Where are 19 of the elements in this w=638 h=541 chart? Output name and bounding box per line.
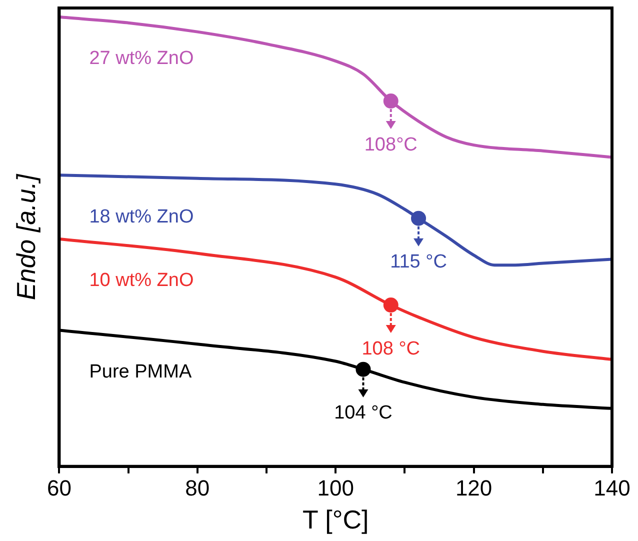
annotation: 108 °C bbox=[362, 338, 420, 360]
annotation: 115 °C bbox=[390, 252, 447, 273]
series-label: Pure PMMA bbox=[89, 361, 192, 382]
x-axis-title: T [°C] bbox=[302, 504, 369, 535]
x-tick-label: 60 bbox=[46, 476, 72, 501]
point bbox=[411, 210, 426, 226]
x-tick-label: 140 bbox=[594, 476, 630, 501]
x-tick-label: 120 bbox=[455, 476, 492, 501]
point bbox=[356, 362, 371, 377]
x-tick-label: 100 bbox=[317, 476, 354, 501]
series-label: 27 wt% ZnO bbox=[89, 48, 194, 70]
annotation: 104 °C bbox=[334, 402, 392, 424]
series-label: 18 wt% ZnO bbox=[89, 206, 194, 228]
annotation: 108°C bbox=[364, 134, 418, 156]
point bbox=[383, 94, 398, 109]
point bbox=[383, 298, 398, 313]
y-axis-title: Endo [a.u.] bbox=[10, 174, 41, 300]
x-tick-label: 80 bbox=[185, 476, 210, 501]
series-label: 10 wt% ZnO bbox=[89, 270, 194, 292]
